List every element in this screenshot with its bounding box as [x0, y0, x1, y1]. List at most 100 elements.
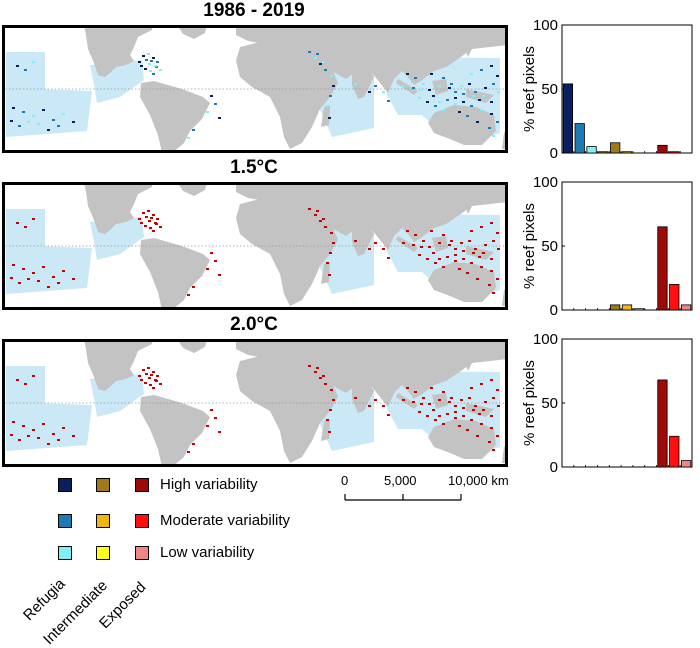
reef-pixel	[314, 214, 317, 216]
reef-pixel	[496, 232, 499, 234]
reef-pixel	[454, 260, 457, 262]
reef-pixel	[454, 405, 457, 407]
reef-pixel	[314, 371, 317, 373]
reef-pixel	[446, 413, 449, 415]
reef-pixel	[474, 405, 477, 407]
reef-pixel	[368, 248, 371, 250]
reef-pixel	[147, 367, 150, 369]
landmasses	[84, 339, 508, 467]
reef-pixel	[466, 272, 469, 274]
land-south-america	[140, 395, 210, 467]
reef-pixel	[144, 225, 147, 227]
reef-pixel	[138, 218, 141, 220]
reef-pixel	[16, 379, 19, 381]
reef-pixel	[192, 443, 195, 445]
reef-pixel	[145, 373, 148, 375]
reef-pixel	[446, 256, 449, 258]
reef-pixel	[420, 246, 423, 248]
reef-pixel	[62, 427, 65, 429]
reef-pixel	[187, 294, 190, 296]
land-india	[352, 71, 374, 99]
reef-pixel	[57, 125, 60, 127]
reef-pixel	[476, 121, 479, 123]
y-tick-label: 50	[541, 238, 558, 255]
reef-pixel	[332, 399, 335, 401]
bar	[669, 435, 680, 468]
land-north-america	[84, 25, 152, 77]
reef-pixel	[490, 270, 493, 272]
reef-pixel	[468, 240, 471, 242]
reef-pixel	[218, 117, 221, 119]
legend-swatch-intermediate-high	[96, 478, 110, 492]
reef-pixel	[470, 230, 473, 232]
reef-pixel	[159, 226, 162, 228]
reef-pixel	[480, 383, 483, 385]
reef-pixel	[438, 415, 441, 417]
land-eurasia	[236, 25, 508, 93]
reef-pixel	[472, 95, 475, 97]
reef-pixel	[150, 217, 153, 219]
reef-pixel	[484, 244, 487, 246]
reef-pixel	[52, 433, 55, 435]
reef-pixel	[149, 227, 152, 229]
reef-pixel	[52, 276, 55, 278]
legend-label-moderate-variability: Moderate variability	[160, 512, 291, 529]
reef-pixel	[214, 103, 217, 105]
reef-pixel	[470, 419, 473, 421]
reef-pixel	[22, 268, 25, 270]
reef-pixel	[484, 87, 487, 89]
reef-pixel	[466, 429, 469, 431]
reef-pixel	[454, 97, 457, 99]
reef-pixel	[140, 222, 143, 224]
land-south-america	[140, 238, 210, 310]
reef-pixel	[214, 417, 217, 419]
reef-pixel	[488, 441, 491, 443]
reef-pixels	[10, 51, 500, 139]
reef-pixel	[144, 382, 147, 384]
reef-pixel	[438, 399, 441, 401]
reef-pixel	[330, 389, 333, 391]
reef-pixel	[329, 409, 332, 411]
reef-pixel	[142, 55, 145, 57]
reef-pixel	[414, 234, 417, 236]
reef-pixel	[438, 85, 441, 87]
reef-pixel	[152, 387, 155, 389]
legend-swatch-intermediate-low	[96, 546, 110, 560]
landmasses	[84, 182, 508, 310]
reef-pixel	[308, 365, 311, 367]
reef-pixel	[448, 244, 451, 246]
reef-pixel	[480, 266, 483, 268]
reef-pixel	[492, 135, 495, 137]
reef-pixel	[27, 121, 30, 123]
reef-pixel	[442, 234, 445, 236]
bar	[657, 144, 668, 154]
reef-pixel	[480, 69, 483, 71]
legend-swatch-exposed-low	[135, 546, 149, 560]
land-japan	[464, 39, 474, 57]
reef-pixel	[387, 257, 390, 259]
reef-pixel	[10, 434, 13, 436]
reef-pixel	[454, 254, 457, 256]
reef-pixel	[434, 262, 437, 264]
panel-title-present: 1986 - 2019	[203, 0, 305, 21]
land-madagascar	[321, 105, 330, 127]
legend-swatch-intermediate-moderate	[96, 514, 110, 528]
land-north-america	[84, 182, 152, 234]
reef-pixel	[12, 264, 15, 266]
land-sumatra	[396, 236, 418, 252]
reef-pixel	[328, 117, 331, 119]
reef-pixel	[458, 268, 461, 270]
bar	[680, 460, 692, 468]
legend-swatch-refugia-high	[58, 478, 72, 492]
reef-pixel	[37, 123, 40, 125]
reef-pixel	[322, 218, 325, 220]
reef-pixel	[406, 230, 409, 232]
reef-pixel	[490, 258, 493, 260]
y-tick-label: 100	[533, 331, 558, 348]
y-tick-label: 50	[541, 81, 558, 98]
reef-pixel	[458, 111, 461, 113]
reef-pixel	[24, 226, 27, 228]
reef-pixel	[62, 113, 65, 115]
reef-pixel	[450, 83, 453, 85]
reef-pixel	[24, 69, 27, 71]
